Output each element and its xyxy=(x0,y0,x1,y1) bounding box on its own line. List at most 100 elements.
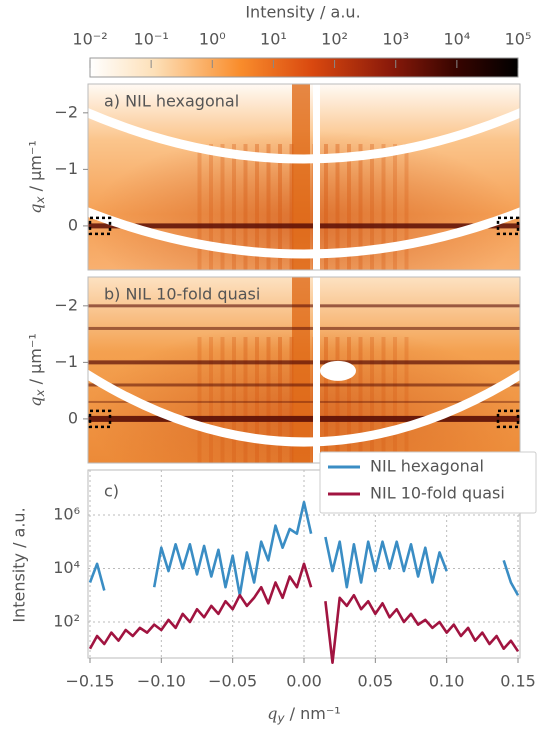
axis-subscript: x xyxy=(33,195,47,204)
y-tick-label: 10⁴ xyxy=(53,558,80,577)
diffraction-rod xyxy=(255,144,259,270)
y-tick-label: −2 xyxy=(54,295,78,314)
diffraction-rod xyxy=(381,144,386,270)
shadow-arc xyxy=(88,207,520,259)
x-tick-label: −0.15 xyxy=(65,672,114,691)
axis-label: qx / µm⁻¹ xyxy=(26,333,47,406)
diffraction-rod xyxy=(209,144,213,270)
diffraction-rod xyxy=(324,337,328,463)
diffraction-rod xyxy=(289,337,294,463)
diffraction-rod xyxy=(232,144,236,270)
y-tick-label: −1 xyxy=(54,352,78,371)
intensity-band xyxy=(88,415,520,422)
diffraction-rod xyxy=(243,337,248,463)
series-line xyxy=(88,500,520,597)
diffraction-rod xyxy=(220,337,225,463)
legend-label: NIL 10-fold quasi xyxy=(370,484,505,503)
colorbar-title: Intensity / a.u. xyxy=(245,3,360,22)
panel-annotation: c) xyxy=(104,482,119,501)
colorbar-tick-label: 10⁴ xyxy=(443,30,470,49)
axis-unit: / µm⁻¹ xyxy=(26,140,45,196)
panel-annotation: a) NIL hexagonal xyxy=(104,92,239,111)
x-tick-label: −0.10 xyxy=(137,672,186,691)
intensity-band xyxy=(88,383,520,387)
intensity-band xyxy=(88,326,520,330)
axis-symbol: q xyxy=(26,396,45,406)
diffraction-rod xyxy=(335,337,340,463)
y-tick-label: 10² xyxy=(53,611,80,630)
diffraction-rod xyxy=(278,144,282,270)
diffraction-rod xyxy=(381,337,386,463)
diffraction-rod xyxy=(335,144,340,270)
diffraction-rod xyxy=(243,144,248,270)
series-line xyxy=(88,562,520,664)
x-tick-label: −0.05 xyxy=(208,672,257,691)
axis-symbol: q xyxy=(26,203,45,213)
axis-label: qy / nm⁻¹ xyxy=(267,704,340,725)
diffraction-rod xyxy=(266,337,271,463)
colorbar xyxy=(89,57,519,78)
diffraction-rod xyxy=(358,144,363,270)
x-tick-label: 0.05 xyxy=(358,672,394,691)
detector-gap xyxy=(313,84,320,270)
y-tick-label: 0 xyxy=(68,215,78,234)
axis-unit: / µm⁻¹ xyxy=(26,333,45,389)
beamstop xyxy=(320,360,356,381)
colorbar-tick-label: 10³ xyxy=(382,30,409,49)
x-tick-label: 0.15 xyxy=(500,672,536,691)
axis-label: qx / µm⁻¹ xyxy=(26,140,47,213)
axis-unit: / nm⁻¹ xyxy=(285,704,341,723)
diffraction-rod xyxy=(347,337,351,463)
detector-image xyxy=(88,84,520,270)
axis-symbol: q xyxy=(267,704,277,723)
diffraction-rod xyxy=(209,337,213,463)
x-tick-label: 0.00 xyxy=(286,672,322,691)
diffraction-rod xyxy=(278,337,282,463)
legend-label: NIL hexagonal xyxy=(370,457,484,476)
diffraction-rod xyxy=(393,144,397,270)
diffraction-rod xyxy=(358,337,363,463)
colorbar-tick-label: 10² xyxy=(321,30,348,49)
x-tick-label: 0.10 xyxy=(429,672,465,691)
diffraction-rod xyxy=(232,337,236,463)
detector-gap xyxy=(313,277,320,463)
y-tick-label: 10⁶ xyxy=(53,504,80,523)
panel-frame xyxy=(87,83,521,271)
intensity-band xyxy=(88,304,520,308)
diffraction-rod xyxy=(197,144,202,270)
intensity-band xyxy=(88,400,520,403)
diffraction-rod xyxy=(197,337,202,463)
colorbar-tick-label: 10⁰ xyxy=(199,30,226,49)
colorbar-tick-label: 10¹ xyxy=(260,30,287,49)
diffraction-rod xyxy=(370,337,374,463)
diffraction-rod xyxy=(324,144,328,270)
diffraction-rod xyxy=(255,337,259,463)
y-tick-label: −1 xyxy=(54,159,78,178)
panel-frame xyxy=(87,276,521,464)
diffraction-rod xyxy=(393,337,397,463)
y-tick-label: 0 xyxy=(68,408,78,427)
y-axis-label: Intensity / a.u. xyxy=(10,507,29,622)
axis-subscript: y xyxy=(277,711,286,725)
detector-image xyxy=(88,277,520,463)
diffraction-rod xyxy=(404,144,409,270)
colorbar-tick-label: 10⁵ xyxy=(505,30,532,49)
diffraction-rod xyxy=(220,144,225,270)
specular-rod xyxy=(292,84,310,270)
axis-subscript: x xyxy=(33,388,47,397)
shadow-arc xyxy=(88,369,520,447)
diffraction-rod xyxy=(266,144,271,270)
legend-box xyxy=(319,451,537,514)
colorbar-tick-label: 10⁻² xyxy=(72,30,107,49)
intensity-band xyxy=(88,223,520,229)
diffraction-rod xyxy=(370,144,374,270)
diffraction-rod xyxy=(347,144,351,270)
panel-annotation: b) NIL 10-fold quasi xyxy=(104,285,260,304)
y-tick-label: −2 xyxy=(54,102,78,121)
intensity-band xyxy=(88,360,520,365)
diffraction-rod xyxy=(289,144,294,270)
diffraction-rod xyxy=(404,337,409,463)
shadow-arc xyxy=(88,107,520,164)
colorbar-tick-label: 10⁻¹ xyxy=(134,30,169,49)
